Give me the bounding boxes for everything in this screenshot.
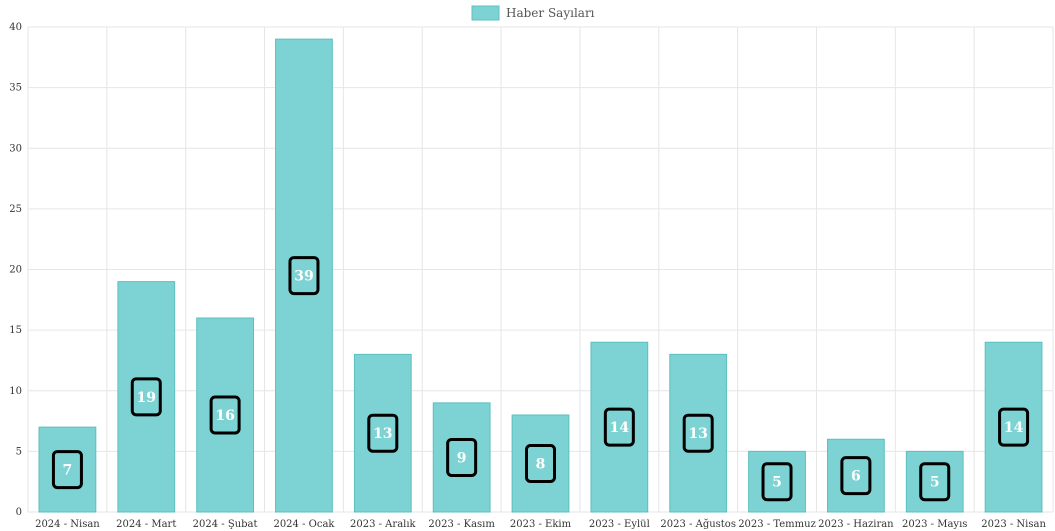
y-tick-label: 5 [16,446,22,457]
bar[interactable] [827,438,885,513]
data-label-box [288,256,320,296]
legend-swatch [471,5,500,21]
x-tick-label: 2023 - Eylül [589,519,650,530]
y-tick-label: 25 [9,204,22,215]
data-label: 19 [137,390,156,406]
x-tick-label: 2023 - Aralık [350,519,417,530]
chart-legend[interactable]: Haber Sayıları [471,5,595,21]
data-label-box [446,437,478,477]
data-label: 9 [457,450,467,466]
y-tick-label: 10 [9,386,22,397]
x-tick-label: 2024 - Mart [116,519,176,530]
data-label: 13 [373,426,392,442]
x-tick-label: 2024 - Şubat [193,519,258,530]
x-tick-label: 2023 - Haziran [818,519,894,530]
data-label: 39 [294,269,313,285]
bar[interactable] [669,353,728,513]
data-label-box [209,395,241,435]
data-label-box [682,413,714,453]
data-label-box [998,407,1030,447]
data-label: 13 [688,426,707,442]
x-tick-label: 2023 - Ağustos [660,519,736,530]
y-tick-label: 20 [9,265,22,276]
bar[interactable] [117,281,176,513]
legend-label: Haber Sayıları [506,6,595,20]
bar[interactable] [590,341,649,513]
x-tick-label: 2023 - Temmuz [738,519,816,530]
data-label-box [919,462,951,502]
data-label: 8 [536,457,546,473]
y-tick-label: 35 [9,83,22,94]
bar[interactable] [38,426,97,513]
data-label-box [603,407,635,447]
x-tick-label: 2023 - Ekim [510,519,572,530]
data-label: 14 [1004,420,1024,436]
data-label: 6 [851,469,861,485]
data-label-box [840,456,872,496]
bar[interactable] [196,317,255,513]
data-label: 5 [930,475,940,491]
data-label-box [525,444,556,483]
x-tick-label: 2023 - Kasım [428,519,495,530]
data-label: 16 [215,408,234,424]
bar[interactable] [432,402,491,513]
data-label: 14 [610,420,630,436]
bar[interactable] [511,414,570,513]
data-label-box [367,413,399,453]
data-label-box [761,462,793,502]
y-tick-label: 30 [9,143,22,154]
bar[interactable] [748,450,806,513]
x-tick-label: 2023 - Nisan [981,519,1046,530]
data-label: 5 [772,475,782,491]
bar[interactable] [353,353,412,513]
data-label-box [51,450,83,490]
x-tick-label: 2023 - Mayıs [902,519,967,530]
x-tick-label: 2024 - Nisan [35,519,100,530]
bar[interactable] [984,341,1043,513]
data-label-box [130,377,162,417]
x-tick-label: 2024 - Ocak [273,519,335,530]
y-tick-label: 0 [16,507,22,518]
bar[interactable] [905,450,964,513]
data-label: 7 [63,463,73,479]
bar[interactable] [275,38,333,513]
y-tick-label: 40 [9,22,22,33]
y-tick-label: 15 [9,325,22,336]
